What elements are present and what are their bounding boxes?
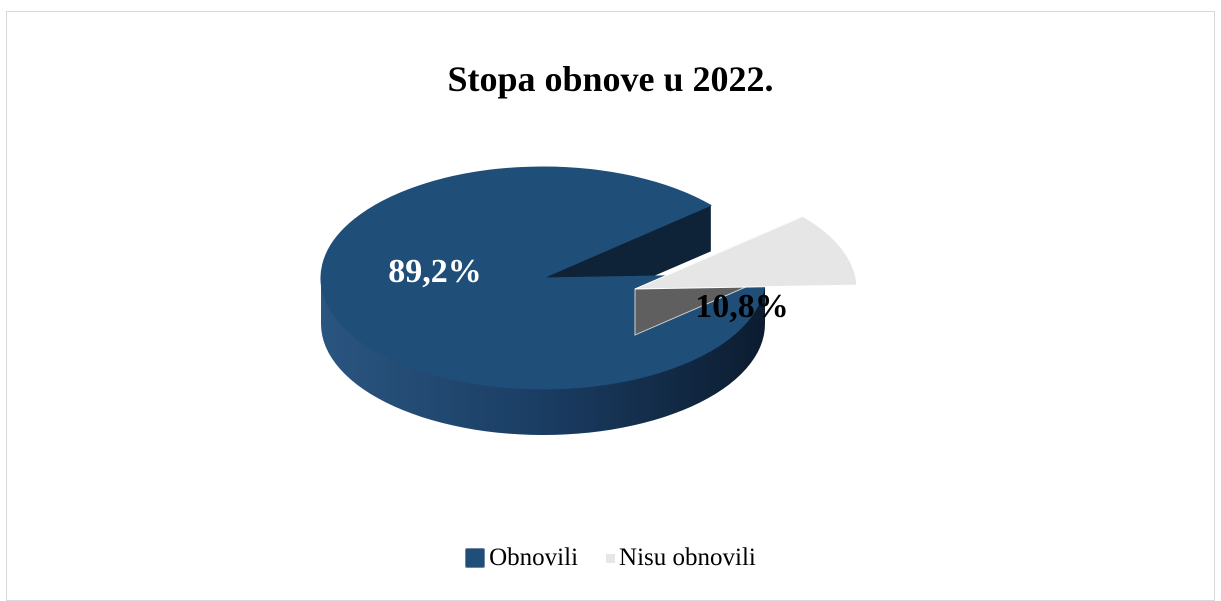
pie-slice-1	[634, 215, 858, 336]
legend-label: Obnovili	[489, 544, 579, 571]
pie-slice-top	[320, 166, 766, 390]
legend-swatch	[606, 553, 616, 563]
legend-label: Nisu obnovili	[619, 544, 756, 571]
legend-item-obnovili: Obnovili	[465, 544, 578, 572]
pie-slice-0	[320, 166, 766, 435]
chart-title: Stopa obnove u 2022.	[447, 59, 774, 99]
pie-slice-top	[634, 215, 858, 290]
legend: Obnovili Nisu obnovili	[0, 544, 1221, 572]
pie-slice-side	[321, 278, 765, 435]
legend-item-nisu-obnovili: Nisu obnovili	[606, 544, 756, 572]
data-label-0: 89,2%	[388, 253, 482, 290]
legend-swatch	[465, 548, 486, 568]
data-label-1: 10,8%	[695, 288, 789, 325]
